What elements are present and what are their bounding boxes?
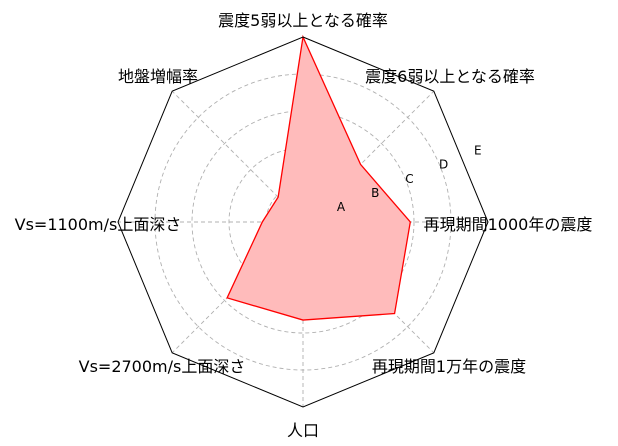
axis-label-8: 地盤増幅率	[118, 67, 198, 86]
grid-ring-3	[191, 110, 415, 334]
axis-label-6: Vs=2700m/s上面深さ	[79, 357, 246, 376]
ring-label-a: A	[337, 200, 346, 214]
outer-frame-layer	[117, 36, 489, 408]
axis-label-2: 震度6弱以上となる確率	[365, 67, 535, 86]
ring-label-c: C	[405, 172, 413, 186]
label-layer: A B C D E 震度5弱以上となる確率震度6弱以上となる確率再現期間1000年の震度再…	[15, 11, 593, 440]
ring-label-e: E	[474, 143, 482, 157]
axis-label-3: 再現期間1000年の震度	[424, 215, 593, 234]
axis-label-4: 再現期間1万年の震度	[372, 357, 526, 376]
ring-label-d: D	[439, 158, 448, 172]
axis-label-5: 人口	[287, 421, 319, 440]
ring-label-b: B	[371, 186, 379, 200]
axis-label-7: Vs=1100m/s上面深さ	[15, 215, 182, 234]
axis-label-1: 震度5弱以上となる確率	[218, 11, 388, 30]
outer-frame	[117, 36, 489, 408]
